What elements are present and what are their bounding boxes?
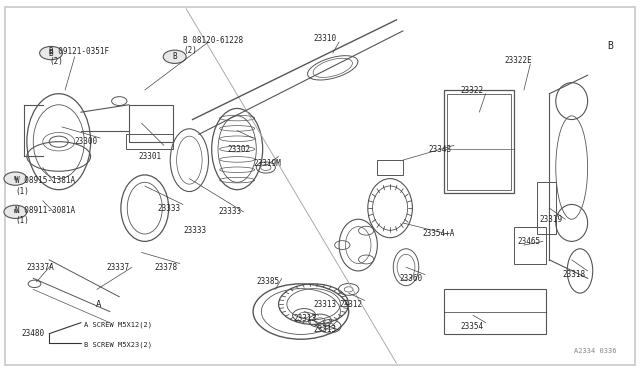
Text: N 08911-3081A
(1): N 08911-3081A (1) — [15, 206, 76, 225]
Bar — [447, 94, 511, 190]
Text: 23322E: 23322E — [505, 56, 532, 65]
Text: 23333: 23333 — [218, 207, 241, 217]
Text: 23322: 23322 — [460, 86, 483, 94]
Text: 23385: 23385 — [256, 278, 280, 286]
Text: A: A — [96, 300, 101, 309]
Text: 23302: 23302 — [228, 145, 251, 154]
Text: B: B — [172, 52, 177, 61]
Text: A SCREW M5X12(2): A SCREW M5X12(2) — [84, 321, 152, 328]
Text: W: W — [13, 176, 17, 181]
Text: B 09121-0351F
(2): B 09121-0351F (2) — [49, 47, 109, 67]
Bar — [515, 227, 546, 263]
Text: 23319: 23319 — [540, 215, 563, 224]
Bar — [444, 90, 515, 193]
Text: 23337A: 23337A — [27, 263, 54, 272]
Text: 23312: 23312 — [339, 300, 362, 309]
Bar — [129, 105, 173, 142]
Text: B SCREW M5X23(2): B SCREW M5X23(2) — [84, 341, 152, 348]
Text: 23318: 23318 — [562, 270, 585, 279]
Text: N: N — [13, 209, 17, 214]
Text: 23333: 23333 — [157, 203, 180, 213]
Text: 23333: 23333 — [183, 226, 206, 235]
Text: 23465: 23465 — [518, 237, 541, 246]
Bar — [444, 289, 546, 334]
Circle shape — [40, 46, 63, 60]
Text: A2334 0336: A2334 0336 — [574, 348, 616, 354]
Text: 23354: 23354 — [460, 322, 483, 331]
Circle shape — [163, 50, 186, 63]
Text: 23310: 23310 — [314, 34, 337, 43]
Bar — [537, 182, 556, 234]
Text: 23343: 23343 — [428, 145, 451, 154]
Text: B: B — [49, 49, 53, 58]
Text: 23313: 23313 — [314, 300, 337, 309]
Text: 23313: 23313 — [293, 314, 316, 323]
Text: 23354+A: 23354+A — [422, 230, 454, 238]
Text: W 08915-1381A
(1): W 08915-1381A (1) — [15, 176, 76, 196]
Circle shape — [4, 205, 27, 218]
Text: 23378: 23378 — [154, 263, 177, 272]
FancyBboxPatch shape — [4, 7, 636, 365]
Text: 23300: 23300 — [75, 137, 98, 146]
Text: 23480: 23480 — [22, 329, 45, 338]
Text: 23313: 23313 — [314, 326, 337, 334]
Text: 23337: 23337 — [106, 263, 130, 272]
Text: 23301: 23301 — [138, 152, 161, 161]
Bar — [378, 160, 403, 175]
Bar — [125, 134, 173, 149]
Text: B: B — [607, 41, 612, 51]
Circle shape — [4, 172, 27, 185]
Text: B 08120-61228
(2): B 08120-61228 (2) — [183, 36, 243, 55]
Text: 23319M: 23319M — [253, 159, 281, 169]
Text: 23360: 23360 — [399, 274, 423, 283]
